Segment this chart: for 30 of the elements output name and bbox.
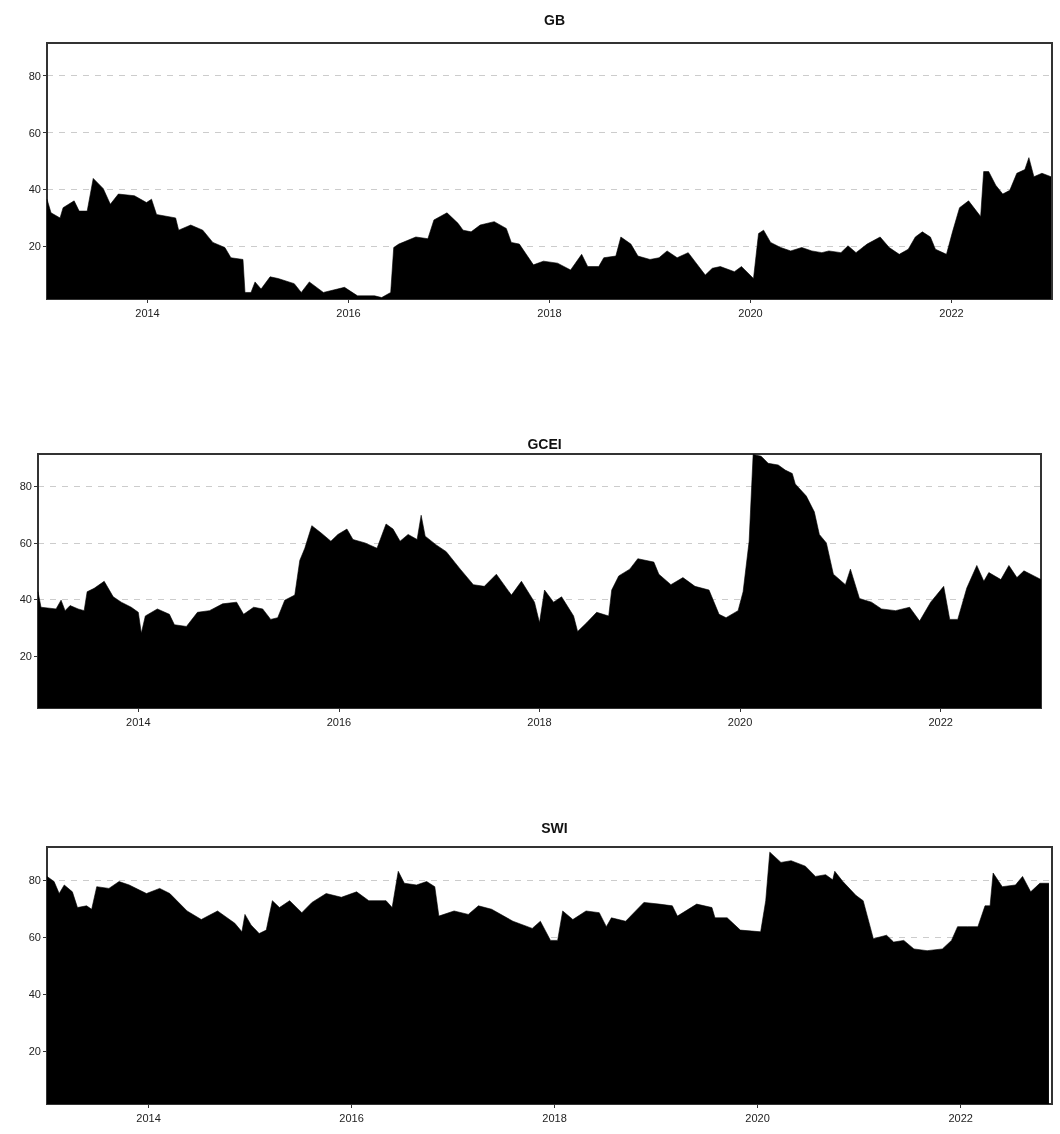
x-tick-label: 2022 bbox=[948, 1111, 973, 1124]
x-tick-label: 2016 bbox=[336, 306, 361, 319]
chart-title: SWI bbox=[541, 820, 568, 836]
y-tick-label: 40 bbox=[28, 988, 41, 1001]
x-tick-label: 2020 bbox=[738, 306, 763, 319]
y-tick-label: 20 bbox=[28, 1045, 41, 1058]
x-tick-label: 2022 bbox=[939, 306, 964, 319]
x-tick-label: 2022 bbox=[928, 715, 953, 728]
x-tick-label: 2018 bbox=[537, 306, 562, 319]
y-tick-label: 80 bbox=[19, 480, 32, 493]
y-tick-label: 20 bbox=[19, 649, 32, 662]
x-tick-label: 2014 bbox=[136, 1111, 161, 1124]
x-tick-label: 2018 bbox=[527, 715, 552, 728]
y-tick-label: 60 bbox=[28, 930, 41, 943]
x-tick-label: 2020 bbox=[745, 1111, 770, 1124]
y-tick-label: 80 bbox=[28, 69, 41, 82]
x-tick-label: 2014 bbox=[135, 306, 160, 319]
y-tick-label: 40 bbox=[28, 183, 41, 196]
x-tick-label: 2018 bbox=[542, 1111, 567, 1124]
y-tick-label: 60 bbox=[19, 536, 32, 549]
x-tick-label: 2014 bbox=[126, 715, 151, 728]
y-tick-label: 20 bbox=[28, 240, 41, 253]
y-tick-label: 60 bbox=[28, 126, 41, 139]
y-tick-label: 80 bbox=[28, 873, 41, 886]
x-tick-label: 2016 bbox=[326, 715, 352, 728]
chart-title: GCEI bbox=[527, 436, 562, 452]
chart-title: GB bbox=[544, 12, 565, 28]
x-tick-label: 2020 bbox=[727, 715, 753, 728]
x-tick-label: 2016 bbox=[339, 1111, 364, 1124]
y-tick-label: 40 bbox=[19, 593, 32, 606]
